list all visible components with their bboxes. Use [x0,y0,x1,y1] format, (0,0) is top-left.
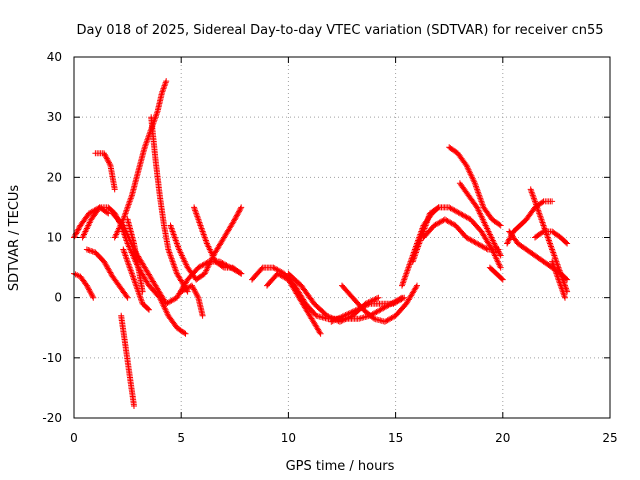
series-arc-03 [79,204,112,241]
series-arc-29 [532,228,571,247]
y-axis-label: SDTVAR / TECUs [7,185,22,292]
series-arc-23 [446,144,504,229]
series-arc-11 [109,210,245,307]
data-point-markers [120,246,152,313]
series-arc-05 [92,150,118,193]
series-arc-19 [339,282,420,325]
y-tick-label: 0 [54,291,62,305]
y-tick-label: -20 [42,411,62,425]
y-tick-label: 30 [47,110,62,124]
x-tick-label: 15 [388,431,403,445]
data-point-markers [92,150,118,193]
series-arc-08 [120,246,152,313]
series-arc-24 [456,180,504,259]
data-point-markers [148,114,191,295]
y-tick-label: -10 [42,351,62,365]
x-axis-label: GPS time / hours [286,459,395,474]
x-tick-label: 0 [70,431,78,445]
data-point-markers [486,264,506,283]
data-point-markers [109,210,245,307]
series-arc-07 [118,312,137,409]
x-tick-label: 20 [495,431,510,445]
series-arc-12 [167,204,245,283]
series-arc-04 [83,246,131,301]
data-point-markers [456,180,504,259]
x-tick-label: 10 [281,431,296,445]
y-tick-label: 20 [47,170,62,184]
data-point-markers [446,144,504,229]
series-arc-13 [191,204,245,277]
data-point-markers [178,282,206,319]
data-point-markers [71,270,97,301]
data-point-markers [339,282,420,325]
series-arc-02 [71,270,97,301]
data-point-markers [549,258,568,301]
series-arc-30 [549,258,568,301]
data-point-markers [264,270,324,337]
series-arc-25 [486,264,506,283]
series-arc-22 [420,216,502,253]
data-point-markers [532,228,571,247]
plot-frame [73,56,611,419]
series-arc-16 [264,270,324,337]
grid-lines [74,57,610,418]
chart-title: Day 018 of 2025, Sidereal Day-to-day VTE… [76,23,603,38]
data-point-markers [167,204,245,283]
data-series [71,78,571,409]
data-point-markers [83,246,131,301]
x-tick-label: 5 [177,431,185,445]
series-arc-10 [148,114,191,295]
data-point-markers [79,204,112,241]
y-tick-label: 40 [47,50,62,64]
data-point-markers [420,216,502,253]
y-tick-label: 10 [47,231,62,245]
data-point-markers [191,204,245,277]
data-point-markers [118,312,137,409]
series-arc-14 [178,282,206,319]
x-tick-label: 25 [602,431,617,445]
